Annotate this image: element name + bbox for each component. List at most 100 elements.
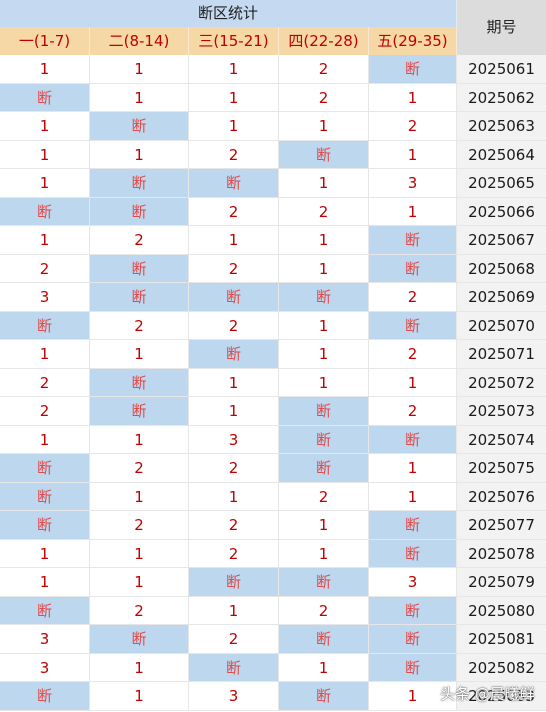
cell-value: 1: [228, 117, 239, 135]
count-cell: 1: [0, 340, 90, 369]
cell-value: 断: [315, 288, 331, 306]
table-row: 断 2 2 1 断 2025070: [0, 311, 546, 340]
cell-value: 2: [134, 316, 144, 335]
break-cell: 断: [90, 197, 189, 226]
cell-value: 断: [315, 687, 331, 705]
count-cell: 2: [279, 482, 369, 511]
break-cell: 断: [0, 454, 90, 483]
break-cell: 断: [90, 254, 189, 283]
count-cell: 1: [279, 112, 369, 141]
cell-value: 1: [318, 373, 329, 392]
cell-value: 断: [404, 516, 420, 534]
cell-value: 1: [39, 145, 50, 164]
cell-value: 1: [134, 88, 144, 107]
count-cell: 2: [189, 539, 279, 568]
count-cell: 1: [0, 539, 90, 568]
period-cell: 2025062: [457, 83, 546, 112]
cell-value: 断: [315, 145, 331, 164]
cell-value: 2: [134, 516, 144, 534]
count-cell: 1: [279, 254, 369, 283]
cell-value: 断: [131, 117, 147, 135]
count-cell: 3: [0, 283, 90, 312]
count-cell: 1: [279, 653, 369, 682]
cell-value: 3: [39, 658, 50, 677]
count-cell: 2: [90, 454, 189, 483]
cell-value: 1: [407, 487, 418, 506]
period-column-header: 期号: [457, 0, 546, 55]
cell-value: 断: [131, 630, 147, 648]
break-cell: 断: [0, 311, 90, 340]
cell-value: 1: [318, 316, 329, 335]
count-cell: 2: [189, 254, 279, 283]
period-cell: 2025070: [457, 311, 546, 340]
count-cell: 1: [369, 682, 457, 711]
cell-value: 断: [315, 402, 331, 420]
cell-value: 2: [228, 202, 239, 221]
cell-value: 1: [39, 430, 50, 449]
break-cell: 断: [189, 169, 279, 198]
table-row: 断 1 1 2 1 2025076: [0, 482, 546, 511]
count-cell: 1: [90, 340, 189, 369]
period-cell: 2025066: [457, 197, 546, 226]
cell-value: 断: [36, 316, 52, 335]
table-row: 断 断 2 2 1 2025066: [0, 197, 546, 226]
table-row: 2 断 1 1 1 2025072: [0, 368, 546, 397]
cell-value: 2: [318, 487, 329, 506]
count-cell: 1: [90, 539, 189, 568]
break-cell: 断: [279, 682, 369, 711]
cell-value: 断: [404, 316, 420, 335]
cell-value: 断: [404, 544, 420, 563]
cell-value: 断: [315, 430, 331, 449]
count-cell: 1: [279, 311, 369, 340]
count-cell: 2: [369, 397, 457, 426]
cell-value: 1: [228, 402, 239, 420]
break-cell: 断: [0, 596, 90, 625]
cell-value: 3: [39, 288, 50, 306]
cell-value: 断: [131, 259, 147, 278]
cell-value: 断: [225, 288, 241, 306]
cell-value: 1: [407, 459, 418, 477]
count-cell: 1: [90, 682, 189, 711]
break-cell: 断: [279, 140, 369, 169]
break-cell: 断: [279, 454, 369, 483]
period-cell: 2025069: [457, 283, 546, 312]
period-cell: 2025073: [457, 397, 546, 426]
cell-value: 断: [36, 687, 52, 705]
break-cell: 断: [369, 653, 457, 682]
zone-4-header: 四(22-28): [279, 27, 369, 55]
break-cell: 断: [0, 482, 90, 511]
count-cell: 1: [189, 55, 279, 84]
break-cell: 断: [279, 568, 369, 597]
period-cell: 2025064: [457, 140, 546, 169]
table-row: 断 2 1 2 断 2025080: [0, 596, 546, 625]
break-cell: 断: [90, 368, 189, 397]
count-cell: 2: [279, 596, 369, 625]
break-cell: 断: [189, 283, 279, 312]
cell-value: 断: [36, 202, 52, 221]
period-cell: 2025080: [457, 596, 546, 625]
cell-value: 2: [228, 544, 239, 563]
cell-value: 1: [228, 231, 239, 249]
cell-value: 1: [39, 345, 50, 363]
count-cell: 1: [279, 340, 369, 369]
cell-value: 断: [404, 430, 420, 449]
table-row: 断 2 2 断 1 2025075: [0, 454, 546, 483]
cell-value: 2: [318, 88, 329, 107]
period-cell: 2025083: [457, 682, 546, 711]
cell-value: 2: [134, 231, 144, 249]
count-cell: 3: [0, 625, 90, 654]
cell-value: 1: [134, 487, 144, 506]
cell-value: 2: [228, 459, 239, 477]
count-cell: 1: [90, 140, 189, 169]
count-cell: 1: [369, 140, 457, 169]
break-cell: 断: [0, 511, 90, 540]
table-row: 断 2 2 1 断 2025077: [0, 511, 546, 540]
count-cell: 2: [0, 397, 90, 426]
break-cell: 断: [369, 425, 457, 454]
watermark: 头条 @晨曦鲜: [440, 685, 535, 703]
count-cell: 2: [189, 454, 279, 483]
count-cell: 1: [0, 169, 90, 198]
break-cell: 断: [189, 340, 279, 369]
count-cell: 1: [369, 454, 457, 483]
